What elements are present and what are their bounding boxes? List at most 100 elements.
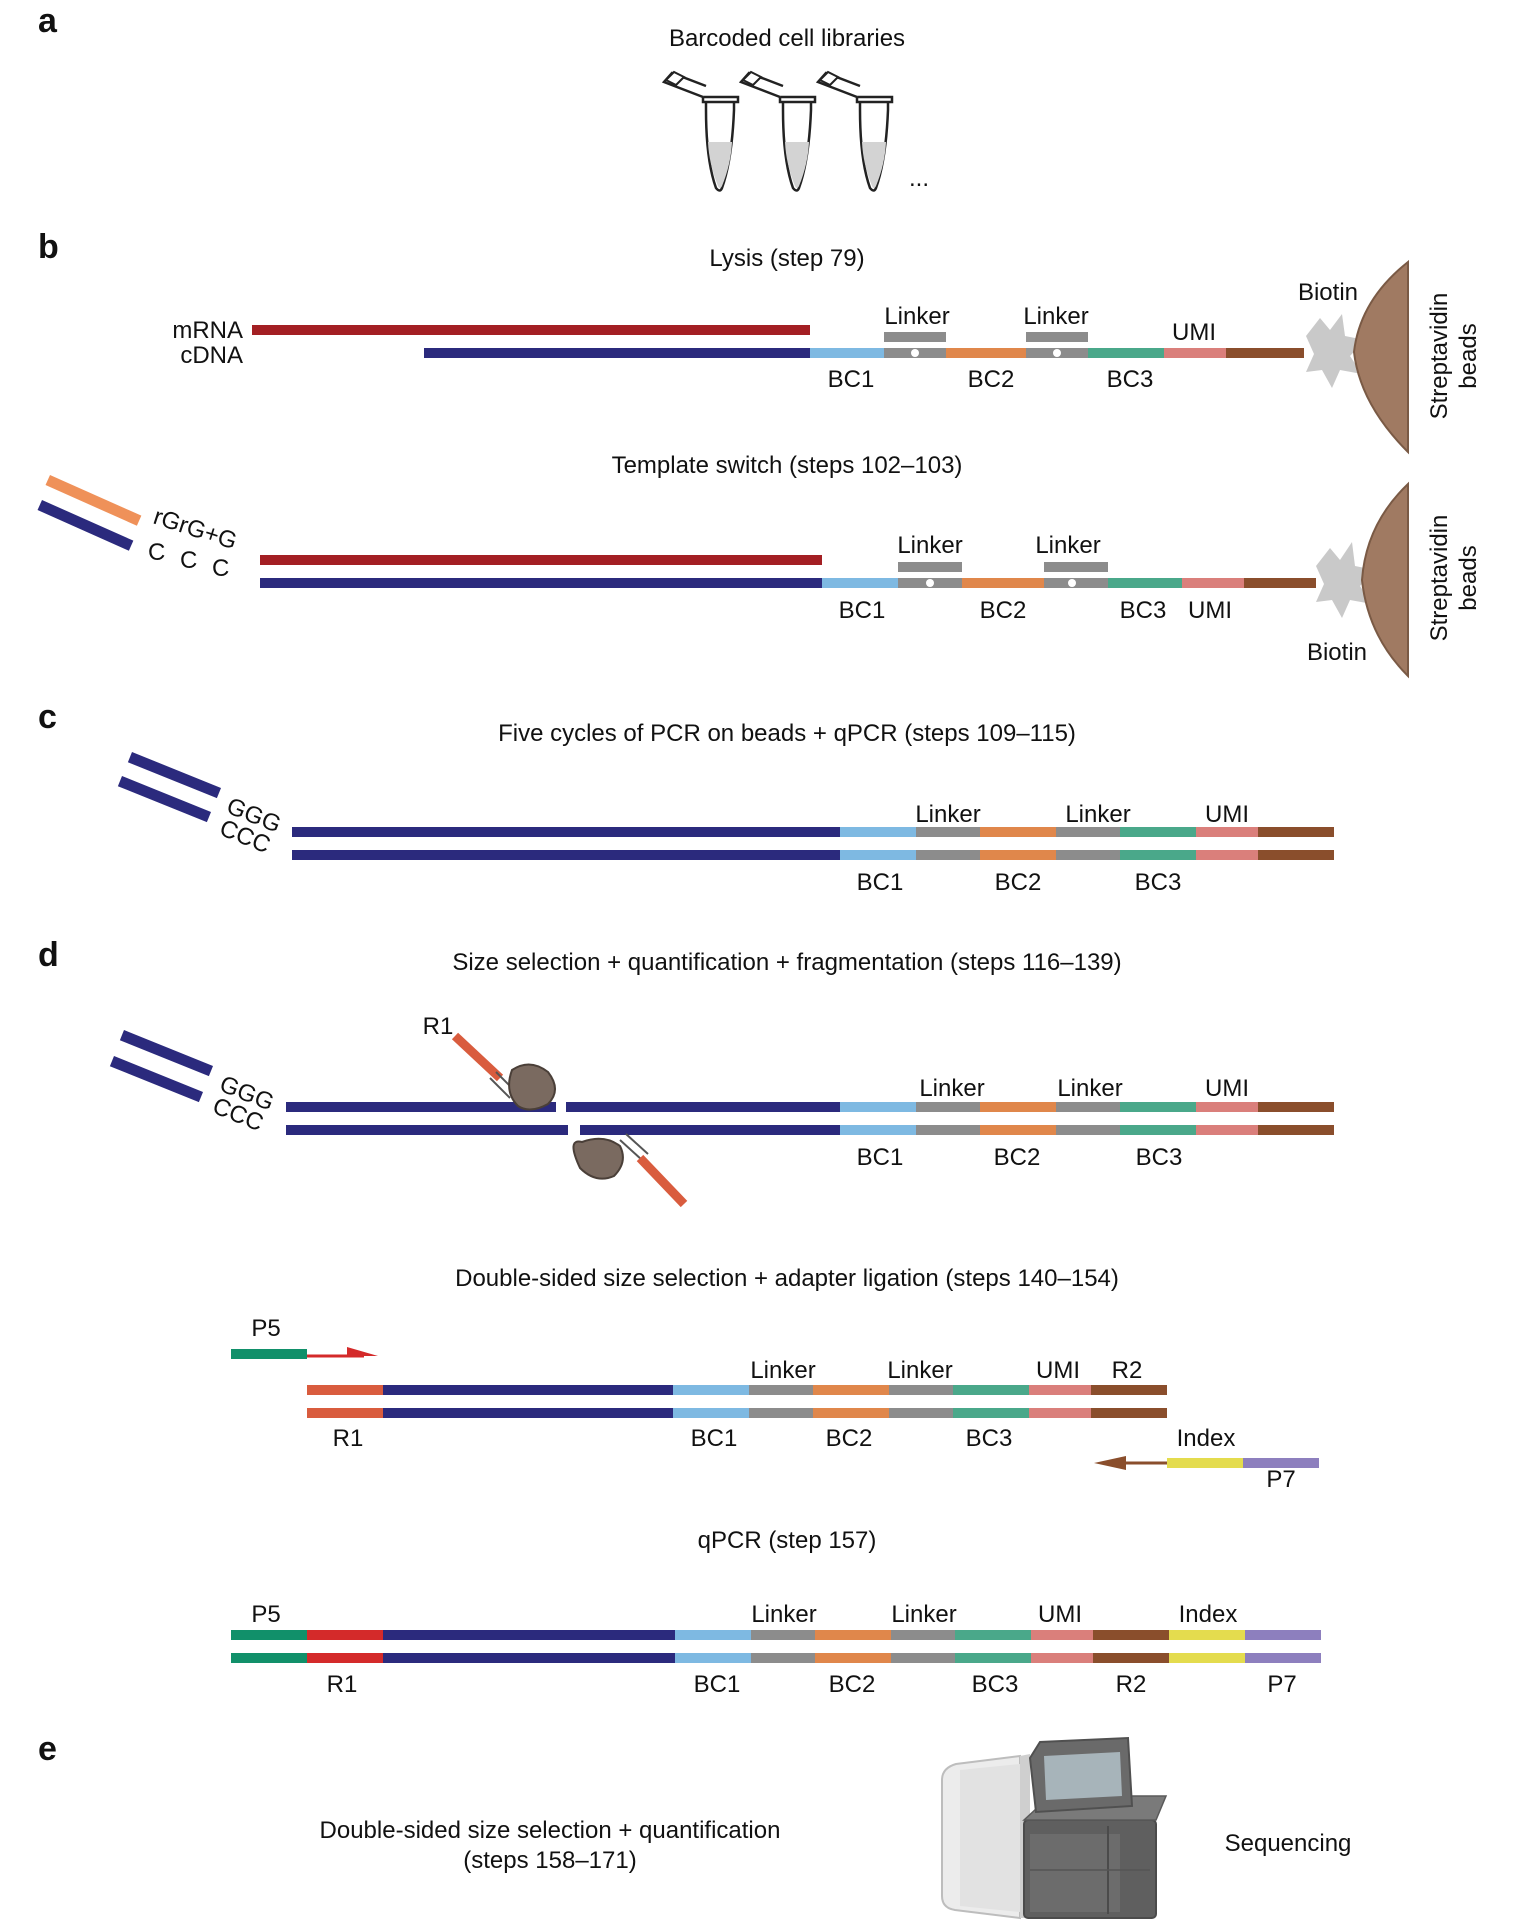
linker1-dot [911, 349, 919, 357]
ts-beads-label-line2: beads [1455, 545, 1482, 610]
bc1-segment [810, 348, 884, 358]
d-r1-adapter-top [451, 1032, 504, 1082]
d-top-handle [1258, 1102, 1334, 1112]
d2-p5-arrow-icon [347, 1347, 378, 1356]
d-top-bc1 [840, 1102, 916, 1112]
d2-top-linker2 [889, 1385, 953, 1395]
ts-umi-segment [1182, 578, 1244, 588]
d3-bc3-label: BC3 [972, 1671, 1019, 1698]
d3-bottom-cdna [383, 1653, 675, 1663]
ts-biotin-icon [1316, 542, 1375, 618]
biotin-label: Biotin [1298, 279, 1358, 306]
c-linker2-label: Linker [1065, 801, 1130, 828]
ts-linker1-dot [926, 579, 934, 587]
ts-cdna-strand [260, 578, 822, 588]
ts-streptavidin-bead-icon [1360, 481, 1409, 679]
cdna-label: cDNA [180, 342, 243, 369]
linker2-dot [1053, 349, 1061, 357]
d2-p5-label: P5 [251, 1315, 280, 1342]
d-top-bc2 [980, 1102, 1056, 1112]
d3-bc2-label: BC2 [829, 1671, 876, 1698]
d3-top-index [1169, 1630, 1245, 1640]
d3-top-bc1 [675, 1630, 751, 1640]
sequencing-label: Sequencing [1225, 1830, 1352, 1857]
d2-bottom-umi [1029, 1408, 1091, 1418]
tso-cdna-strand [37, 499, 134, 551]
section-c-title: Five cycles of PCR on beads + qPCR (step… [498, 720, 1076, 747]
d2-bottom-bc1 [673, 1408, 749, 1418]
tube-icon-1 [661, 70, 740, 192]
tso-strand [45, 475, 142, 526]
d2-r2-label: R2 [1112, 1357, 1143, 1384]
panel-label-a: a [38, 2, 58, 40]
ts-mrna-strand [260, 555, 822, 565]
d3-p5-label: P5 [251, 1601, 280, 1628]
d3-top-cdna [383, 1630, 675, 1640]
ts-linker2-oligo [1044, 562, 1108, 572]
panel-label-b: b [38, 228, 59, 266]
d3-bottom-linker1 [751, 1653, 815, 1663]
d3-bc1-label: BC1 [694, 1671, 741, 1698]
panel-label-d: d [38, 936, 59, 974]
c-top-handle [1258, 827, 1334, 837]
d2-top-umi [1029, 1385, 1091, 1395]
d-bc2-label: BC2 [994, 1144, 1041, 1171]
d2-bottom-r1 [307, 1408, 383, 1418]
d2-index-primer [1167, 1458, 1243, 1468]
ts-linker2-label: Linker [1035, 532, 1100, 559]
d2-bottom-r2 [1091, 1408, 1167, 1418]
d-bottom-umi [1196, 1125, 1258, 1135]
streptavidin-bead-icon [1352, 259, 1409, 455]
linker2-oligo [1026, 332, 1088, 342]
d3-bottom-r1 [307, 1653, 383, 1663]
d3-r1-label: R1 [327, 1671, 358, 1698]
d2-bottom-bc2 [813, 1408, 889, 1418]
d-bottom-bc3 [1120, 1125, 1196, 1135]
d3-bottom-linker2 [891, 1653, 955, 1663]
panel-label-e: e [38, 1730, 57, 1768]
d-top-umi [1196, 1102, 1258, 1112]
c-bottom-linker2 [1056, 850, 1120, 860]
c-top-bc3 [1120, 827, 1196, 837]
cdna-strand [424, 348, 810, 358]
d-bc3-label: BC3 [1136, 1144, 1183, 1171]
section-d2-title: Double-sided size selection + adapter li… [455, 1265, 1119, 1292]
d-bc1-label: BC1 [857, 1144, 904, 1171]
d-r1-adapter-bottom [636, 1154, 688, 1208]
ts-linker2-dot [1068, 579, 1076, 587]
d-top-linker1 [916, 1102, 980, 1112]
d-top-linker2 [1056, 1102, 1120, 1112]
d2-p5-primer [231, 1349, 307, 1359]
d3-top-linker2 [891, 1630, 955, 1640]
ts-linker1-label: Linker [897, 532, 962, 559]
panel-label-c: c [38, 698, 57, 736]
d2-p7-primer [1243, 1458, 1319, 1468]
d-primer-strand-1 [119, 1030, 214, 1077]
d3-top-umi [1031, 1630, 1093, 1640]
c-bottom-umi [1196, 850, 1258, 860]
d-adapter-link-bottom [619, 1133, 649, 1161]
linker1-label: Linker [884, 303, 949, 330]
d-bottom-cdna-left [286, 1125, 568, 1135]
d2-top-bc2 [813, 1385, 889, 1395]
d3-bottom-p7 [1245, 1653, 1321, 1663]
c-top-cdna [292, 827, 840, 837]
d-linker1-label: Linker [919, 1075, 984, 1102]
more-tubes-ellipsis: ... [909, 165, 929, 192]
d2-top-linker1 [749, 1385, 813, 1395]
d3-bottom-p5 [231, 1653, 307, 1663]
d3-top-r1 [307, 1630, 383, 1640]
d3-bottom-bc2 [815, 1653, 891, 1663]
c-bottom-bc2 [980, 850, 1056, 860]
mrna-label: mRNA [172, 317, 243, 344]
d-r1-label: R1 [423, 1013, 454, 1040]
d-top-cdna-right [566, 1102, 840, 1112]
section-b1-title: Lysis (step 79) [709, 245, 864, 272]
d3-bottom-r2 [1093, 1653, 1169, 1663]
d3-bottom-index [1169, 1653, 1245, 1663]
d3-bottom-umi [1031, 1653, 1093, 1663]
d2-top-bc1 [673, 1385, 749, 1395]
ts-linker1-oligo [898, 562, 962, 572]
ts-bc2-label: BC2 [980, 597, 1027, 624]
